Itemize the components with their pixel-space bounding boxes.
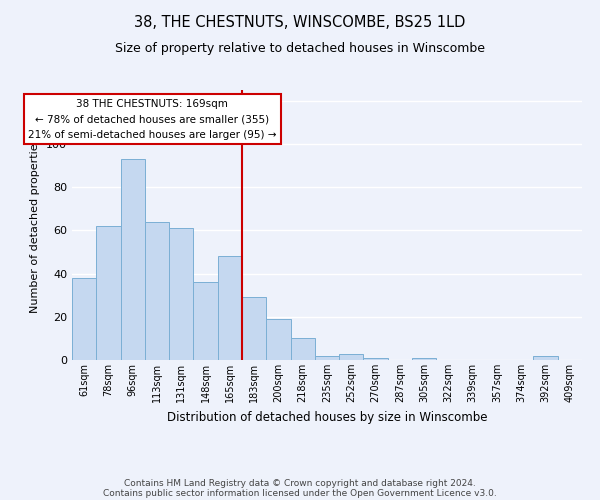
Bar	[412, 358, 436, 360]
Bar	[242, 298, 266, 360]
Bar	[169, 228, 193, 360]
Text: 38, THE CHESTNUTS, WINSCOMBE, BS25 1LD: 38, THE CHESTNUTS, WINSCOMBE, BS25 1LD	[134, 15, 466, 30]
Bar	[364, 358, 388, 360]
Bar	[290, 338, 315, 360]
Bar	[193, 282, 218, 360]
X-axis label: Distribution of detached houses by size in Winscombe: Distribution of detached houses by size …	[167, 410, 487, 424]
Bar	[339, 354, 364, 360]
Bar	[145, 222, 169, 360]
Bar	[266, 319, 290, 360]
Bar	[218, 256, 242, 360]
Text: 38 THE CHESTNUTS: 169sqm
← 78% of detached houses are smaller (355)
21% of semi-: 38 THE CHESTNUTS: 169sqm ← 78% of detach…	[28, 98, 277, 140]
Bar	[533, 356, 558, 360]
Text: Contains HM Land Registry data © Crown copyright and database right 2024.: Contains HM Land Registry data © Crown c…	[124, 478, 476, 488]
Y-axis label: Number of detached properties: Number of detached properties	[31, 138, 40, 312]
Bar	[315, 356, 339, 360]
Bar	[96, 226, 121, 360]
Bar	[121, 159, 145, 360]
Bar	[72, 278, 96, 360]
Text: Size of property relative to detached houses in Winscombe: Size of property relative to detached ho…	[115, 42, 485, 55]
Text: Contains public sector information licensed under the Open Government Licence v3: Contains public sector information licen…	[103, 488, 497, 498]
